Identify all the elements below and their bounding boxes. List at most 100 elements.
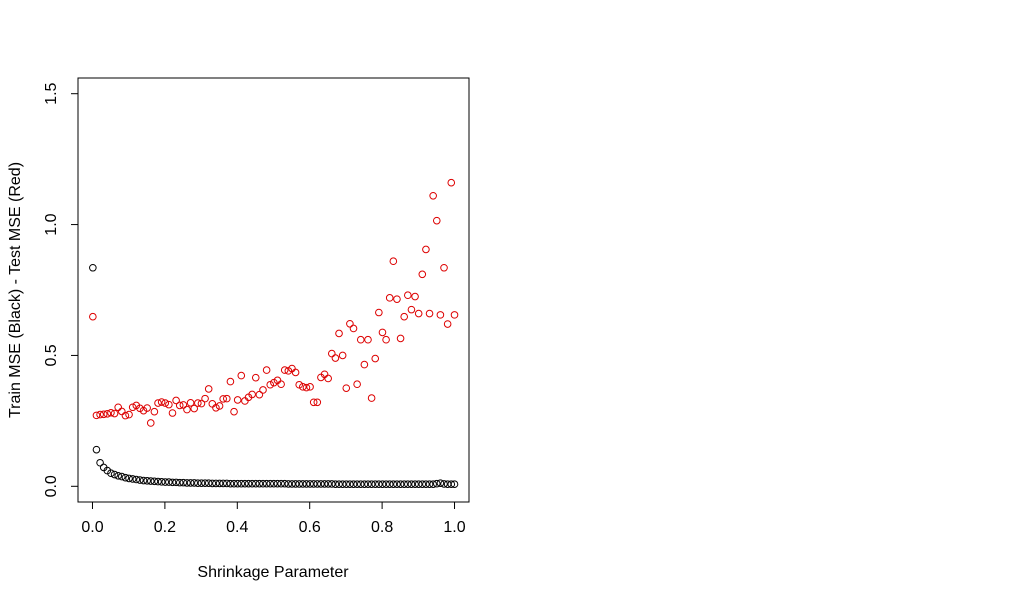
data-point: [226, 377, 235, 386]
data-point: [215, 479, 224, 488]
data-point: [259, 479, 267, 488]
data-point: [255, 479, 264, 488]
data-point: [266, 479, 275, 488]
data-point: [99, 410, 108, 419]
data-point: [382, 335, 390, 344]
data-point: [327, 349, 336, 358]
data-point: [422, 245, 430, 254]
data-point: [233, 479, 242, 488]
data-point: [280, 366, 289, 374]
data-point: [248, 390, 256, 399]
data-point: [299, 480, 307, 488]
data-point: [215, 402, 224, 410]
data-point: [241, 397, 249, 405]
x-tick-label: 0.4: [226, 519, 248, 536]
y-tick-label: 0.5: [43, 344, 60, 366]
data-point: [306, 480, 314, 488]
data-point: [121, 411, 130, 420]
data-point: [146, 477, 155, 485]
data-point: [251, 479, 260, 488]
y-tick-label: 0.0: [43, 475, 60, 497]
data-point: [450, 480, 459, 489]
data-point: [389, 257, 398, 266]
data-point: [230, 479, 238, 488]
data-point: [103, 409, 112, 418]
data-point: [194, 479, 202, 487]
data-point: [273, 479, 282, 488]
data-point: [201, 479, 209, 487]
data-point: [389, 480, 398, 489]
data-point: [313, 480, 322, 488]
data-point: [306, 383, 314, 391]
data-point: [414, 480, 423, 489]
data-point: [175, 401, 184, 410]
x-tick-label: 1.0: [443, 519, 465, 536]
data-point: [143, 477, 151, 485]
data-point: [393, 295, 401, 303]
data-point: [212, 479, 220, 488]
data-point: [208, 479, 217, 488]
data-point: [107, 469, 115, 478]
data-point: [432, 479, 441, 488]
x-axis: 0.0 0.2 0.4 0.6 0.8 1.0: [81, 501, 466, 536]
data-point: [414, 309, 423, 318]
data-point: [335, 329, 343, 338]
data-point: [364, 480, 372, 489]
data-point: [230, 407, 238, 416]
data-point: [204, 479, 213, 487]
data-point: [154, 477, 162, 486]
data-point: [313, 398, 322, 407]
data-point: [375, 480, 383, 489]
y-tick-label: 1.5: [43, 82, 60, 104]
data-point: [335, 480, 343, 489]
data-point: [443, 320, 452, 328]
data-point: [262, 366, 271, 374]
data-point: [118, 407, 126, 416]
data-point: [447, 480, 456, 489]
data-point: [146, 419, 155, 427]
data-point: [320, 480, 329, 488]
data-point: [125, 410, 133, 419]
data-point: [92, 445, 101, 454]
data-point: [436, 311, 445, 319]
data-point: [331, 480, 340, 489]
data-point: [407, 480, 416, 489]
data-point: [356, 480, 365, 489]
data-point: [385, 294, 394, 302]
y-tick-label: 1.0: [43, 213, 60, 235]
data-point: [219, 395, 227, 403]
x-tick-label: 0.2: [154, 519, 176, 536]
data-point: [165, 400, 173, 409]
data-point: [418, 270, 427, 279]
x-axis-label: Shrinkage Parameter: [197, 564, 349, 581]
data-point: [179, 401, 188, 409]
data-point: [157, 398, 166, 406]
data-point: [338, 351, 347, 360]
data-point: [186, 479, 195, 487]
data-point: [255, 390, 264, 399]
data-point: [259, 386, 267, 394]
data-point: [404, 291, 412, 300]
data-point: [291, 368, 300, 377]
data-point: [262, 479, 271, 488]
data-point: [450, 311, 459, 319]
x-tick-label: 0.6: [299, 519, 321, 536]
data-point: [139, 476, 148, 485]
data-point: [331, 354, 340, 362]
data-point: [190, 479, 199, 487]
data-point: [385, 480, 394, 489]
data-point: [154, 399, 162, 407]
data-point: [237, 479, 246, 488]
data-point: [222, 394, 231, 403]
data-point: [157, 478, 166, 486]
y-axis: 0.0 0.5 1.0 1.5: [43, 82, 79, 497]
y-axis-label: Train MSE (Black) - Test MSE (Red): [7, 162, 24, 418]
data-point: [404, 480, 412, 489]
series-2: [89, 178, 459, 427]
series-1: [89, 263, 459, 489]
data-point: [165, 478, 173, 486]
data-point: [375, 308, 383, 317]
data-point: [143, 404, 151, 412]
data-point: [168, 409, 177, 417]
